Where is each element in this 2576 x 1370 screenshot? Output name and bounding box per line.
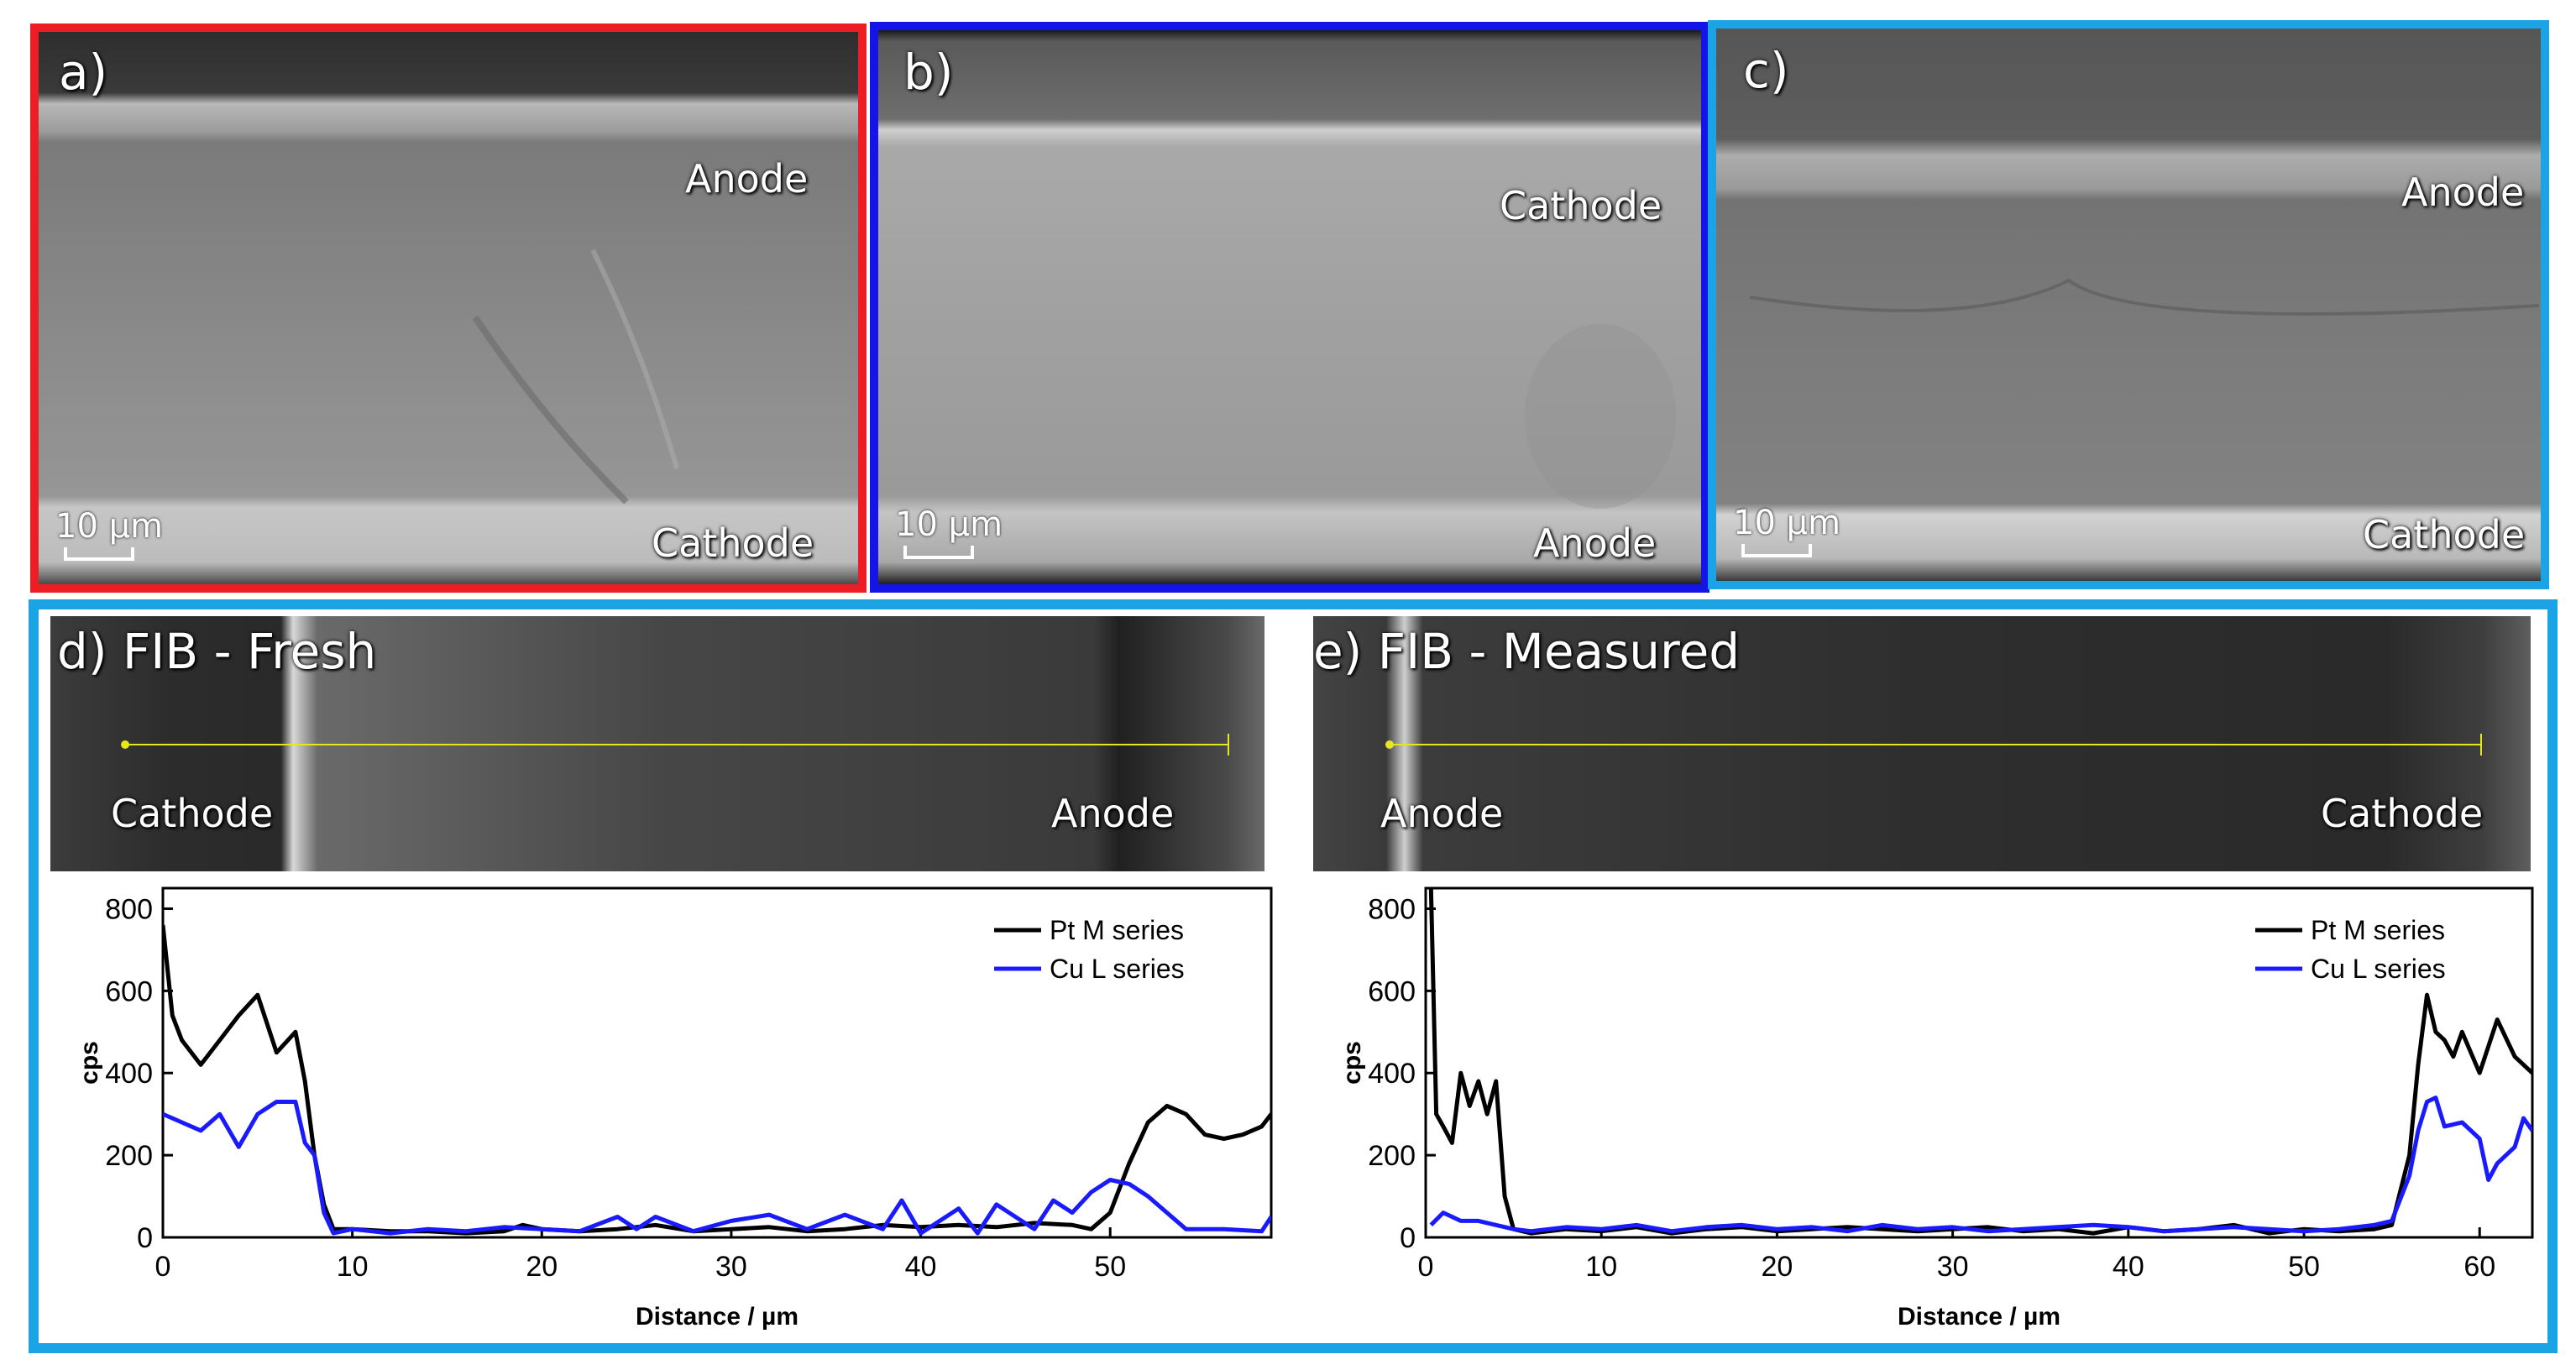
layer-label-bottom-b: Anode	[1533, 520, 1657, 566]
layer-label-right-e: Cathode	[2321, 791, 2484, 836]
profile-line-d	[124, 744, 1228, 745]
x-tick-label: 0	[1418, 1251, 1434, 1283]
panel-label-d: d) FIB - Fresh	[57, 623, 377, 680]
scale-label-b: 10 µm	[895, 505, 1003, 544]
y-tick-label: 200	[105, 1140, 153, 1172]
eds-chart-d: 0 200 400 600 800 0 10 20 30 40 50 Distance / µm cps…	[76, 886, 1273, 1331]
x-tick-label: 30	[1937, 1251, 1969, 1283]
sem-image-c	[1716, 29, 2541, 581]
layer-label-bottom-a: Cathode	[652, 520, 814, 566]
x-tick-label: 10	[337, 1251, 369, 1283]
series-line-cu	[163, 1100, 1271, 1236]
plot-frame	[161, 886, 1273, 1239]
fib-image-e: e) FIB - Measured Anode Cathode	[1313, 616, 2531, 871]
y-tick-label: 600	[105, 975, 153, 1007]
sem-image-a	[39, 32, 858, 584]
layer-label-right-d: Anode	[1051, 791, 1175, 836]
scale-bar-b	[903, 546, 974, 559]
panel-a: a) Anode Cathode 10 µm	[30, 24, 867, 593]
eds-chart-e: 0 200 400 600 800 0 10 20 30 40 50 60 Distance / µm c…	[1338, 886, 2534, 1331]
x-tick-label: 20	[1761, 1251, 1793, 1283]
y-tick-label: 400	[1368, 1058, 1416, 1090]
legend-label: Pt M series	[2311, 915, 2445, 945]
profile-end-marker-d	[1228, 734, 1229, 756]
sem-image-b	[878, 30, 1701, 584]
y-tick-label: 0	[1400, 1222, 1416, 1254]
x-tick-label: 20	[526, 1251, 558, 1283]
fib-image-d: d) FIB - Fresh Cathode Anode	[50, 616, 1264, 871]
x-tick-label: 30	[715, 1251, 747, 1283]
scale-label-a: 10 µm	[55, 507, 164, 546]
x-tick-label: 60	[2463, 1251, 2495, 1283]
y-tick-label: 800	[105, 893, 153, 925]
profile-end-marker-e	[2480, 734, 2482, 756]
layer-label-top-b: Cathode	[1500, 183, 1662, 228]
y-tick-label: 600	[1368, 975, 1416, 1007]
y-axis-label: cps	[1338, 1041, 1366, 1085]
layer-label-top-c: Anode	[2401, 170, 2525, 215]
y-tick-label: 400	[105, 1058, 153, 1090]
layer-label-bottom-c: Cathode	[2363, 512, 2526, 557]
profile-start-marker-e	[1385, 740, 1394, 749]
x-tick-label: 50	[1094, 1251, 1126, 1283]
x-tick-label: 0	[155, 1251, 171, 1283]
x-tick-label: 40	[905, 1251, 937, 1283]
panel-b: b) Cathode Anode 10 µm	[870, 22, 1709, 593]
y-tick-label: 0	[137, 1222, 153, 1254]
legend-label: Cu L series	[2311, 954, 2446, 984]
bottom-frame	[29, 599, 2558, 1353]
y-tick-label: 200	[1368, 1140, 1416, 1172]
scale-bar-a	[64, 547, 134, 561]
scale-bar-c	[1741, 544, 1812, 557]
profile-start-marker-d	[121, 740, 129, 749]
panel-label-e: e) FIB - Measured	[1313, 623, 1741, 680]
profile-line-e	[1389, 744, 2480, 745]
x-axis-label: Distance / µm	[1898, 1303, 2060, 1331]
y-tick-label: 800	[1368, 893, 1416, 925]
legend-label: Pt M series	[1050, 915, 1184, 945]
plot-frame	[1424, 886, 2534, 1239]
x-tick-label: 40	[2113, 1251, 2144, 1283]
x-tick-label: 50	[2288, 1251, 2320, 1283]
layer-label-top-a: Anode	[685, 156, 809, 201]
legend-label: Cu L series	[1050, 954, 1185, 984]
layer-label-left-e: Anode	[1380, 791, 1504, 836]
y-axis-label: cps	[76, 1041, 103, 1085]
x-tick-label: 10	[1585, 1251, 1617, 1283]
panel-label-b: b)	[903, 44, 954, 101]
x-axis-label: Distance / µm	[636, 1303, 798, 1331]
layer-label-left-d: Cathode	[111, 791, 274, 836]
panel-label-c: c)	[1743, 42, 1789, 99]
scale-label-c: 10 µm	[1733, 504, 1841, 542]
series-line-pt	[163, 924, 1271, 1236]
series-line-cu	[1429, 1095, 2532, 1234]
panel-c: c) Anode Cathode 10 µm	[1708, 20, 2549, 589]
panel-label-a: a)	[59, 44, 108, 101]
